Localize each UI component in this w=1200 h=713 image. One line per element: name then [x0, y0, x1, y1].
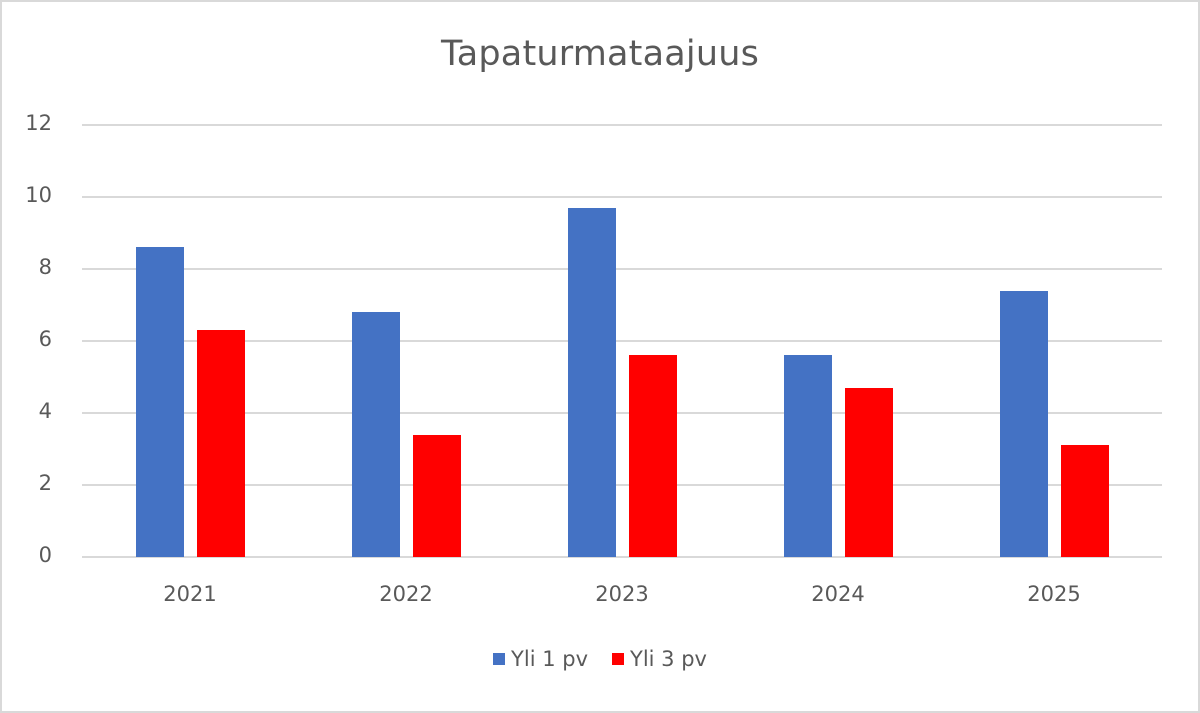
x-tick-label: 2023: [595, 582, 649, 606]
bar-2022-series-2: [412, 434, 461, 557]
chart-title: Tapaturmataajuus: [440, 34, 760, 74]
bar-2023-series-2: [628, 355, 677, 557]
legend-item-yli-3-pv: Yli 3 pv: [612, 647, 707, 671]
bar-2024-series-2: [844, 387, 893, 557]
gridline: [82, 196, 1162, 198]
y-tick-label: 0: [38, 543, 52, 567]
bar-2025-series-2: [1060, 445, 1109, 557]
x-tick-label: 2024: [811, 582, 865, 606]
legend: Yli 1 pv Yli 3 pv: [0, 647, 1200, 671]
x-tick-label: 2025: [1027, 582, 1081, 606]
x-tick-label: 2022: [379, 582, 433, 606]
gridline: [82, 340, 1162, 342]
gridline: [82, 124, 1162, 126]
legend-swatch-red: [612, 653, 624, 665]
legend-label: Yli 3 pv: [630, 647, 707, 671]
bar-2021-series-1: [135, 247, 184, 557]
legend-item-yli-1-pv: Yli 1 pv: [493, 647, 588, 671]
gridline: [82, 268, 1162, 270]
legend-label: Yli 1 pv: [511, 647, 588, 671]
bar-2021-series-2: [196, 330, 245, 557]
x-tick-label: 2021: [163, 582, 217, 606]
gridline: [82, 484, 1162, 486]
bar-2023-series-1: [567, 207, 616, 557]
y-tick-label: 12: [25, 111, 52, 135]
y-tick-label: 6: [38, 327, 52, 351]
bar-2025-series-1: [999, 290, 1048, 557]
y-tick-label: 8: [38, 255, 52, 279]
bar-2024-series-1: [783, 355, 832, 557]
y-tick-label: 2: [38, 471, 52, 495]
bar-2022-series-1: [351, 312, 400, 557]
gridline: [82, 412, 1162, 414]
y-tick-label: 4: [38, 399, 52, 423]
gridline: [82, 556, 1162, 558]
y-tick-label: 10: [25, 183, 52, 207]
plot-area: [82, 124, 1162, 558]
legend-swatch-blue: [493, 653, 506, 665]
